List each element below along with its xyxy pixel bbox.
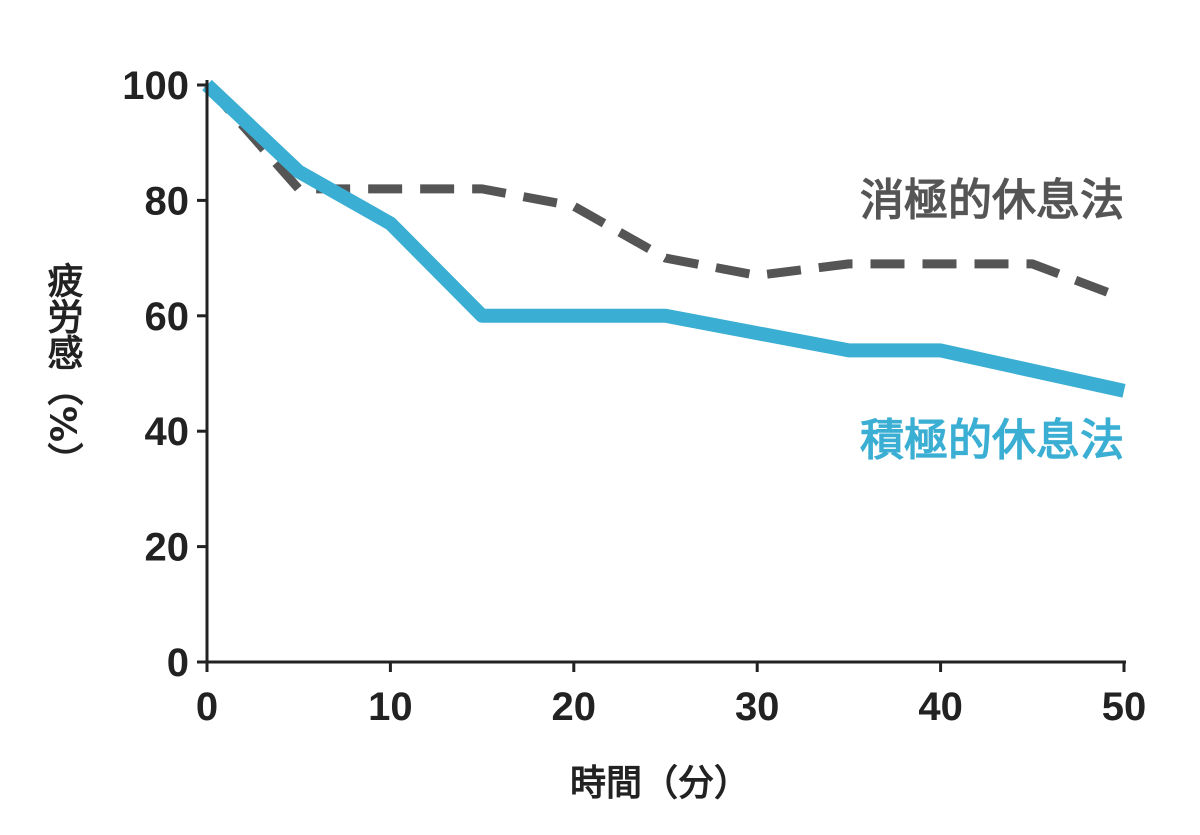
- y-tick-label: 100: [122, 64, 189, 108]
- x-tick-label: 20: [552, 685, 597, 729]
- y-tick-label: 20: [145, 526, 190, 570]
- x-tick-label: 40: [918, 685, 963, 729]
- x-tick-label: 50: [1102, 685, 1147, 729]
- legend-passive-rest: 消極的休息法: [860, 175, 1124, 226]
- x-tick-label: 0: [196, 685, 218, 729]
- series-line-active-rest: [202, 79, 1126, 398]
- y-tick-label: 0: [167, 641, 189, 685]
- x-tick-label: 10: [368, 685, 413, 729]
- y-tick-label: 60: [145, 295, 190, 339]
- x-tick-label: 30: [735, 685, 780, 729]
- y-tick-label: 40: [145, 410, 190, 454]
- x-axis-title: 時間（分）: [570, 763, 750, 804]
- y-tick-label: 80: [145, 179, 190, 223]
- y-axis-title: 疲労感（%）: [42, 262, 84, 478]
- legend-active-rest: 積極的休息法: [860, 415, 1124, 466]
